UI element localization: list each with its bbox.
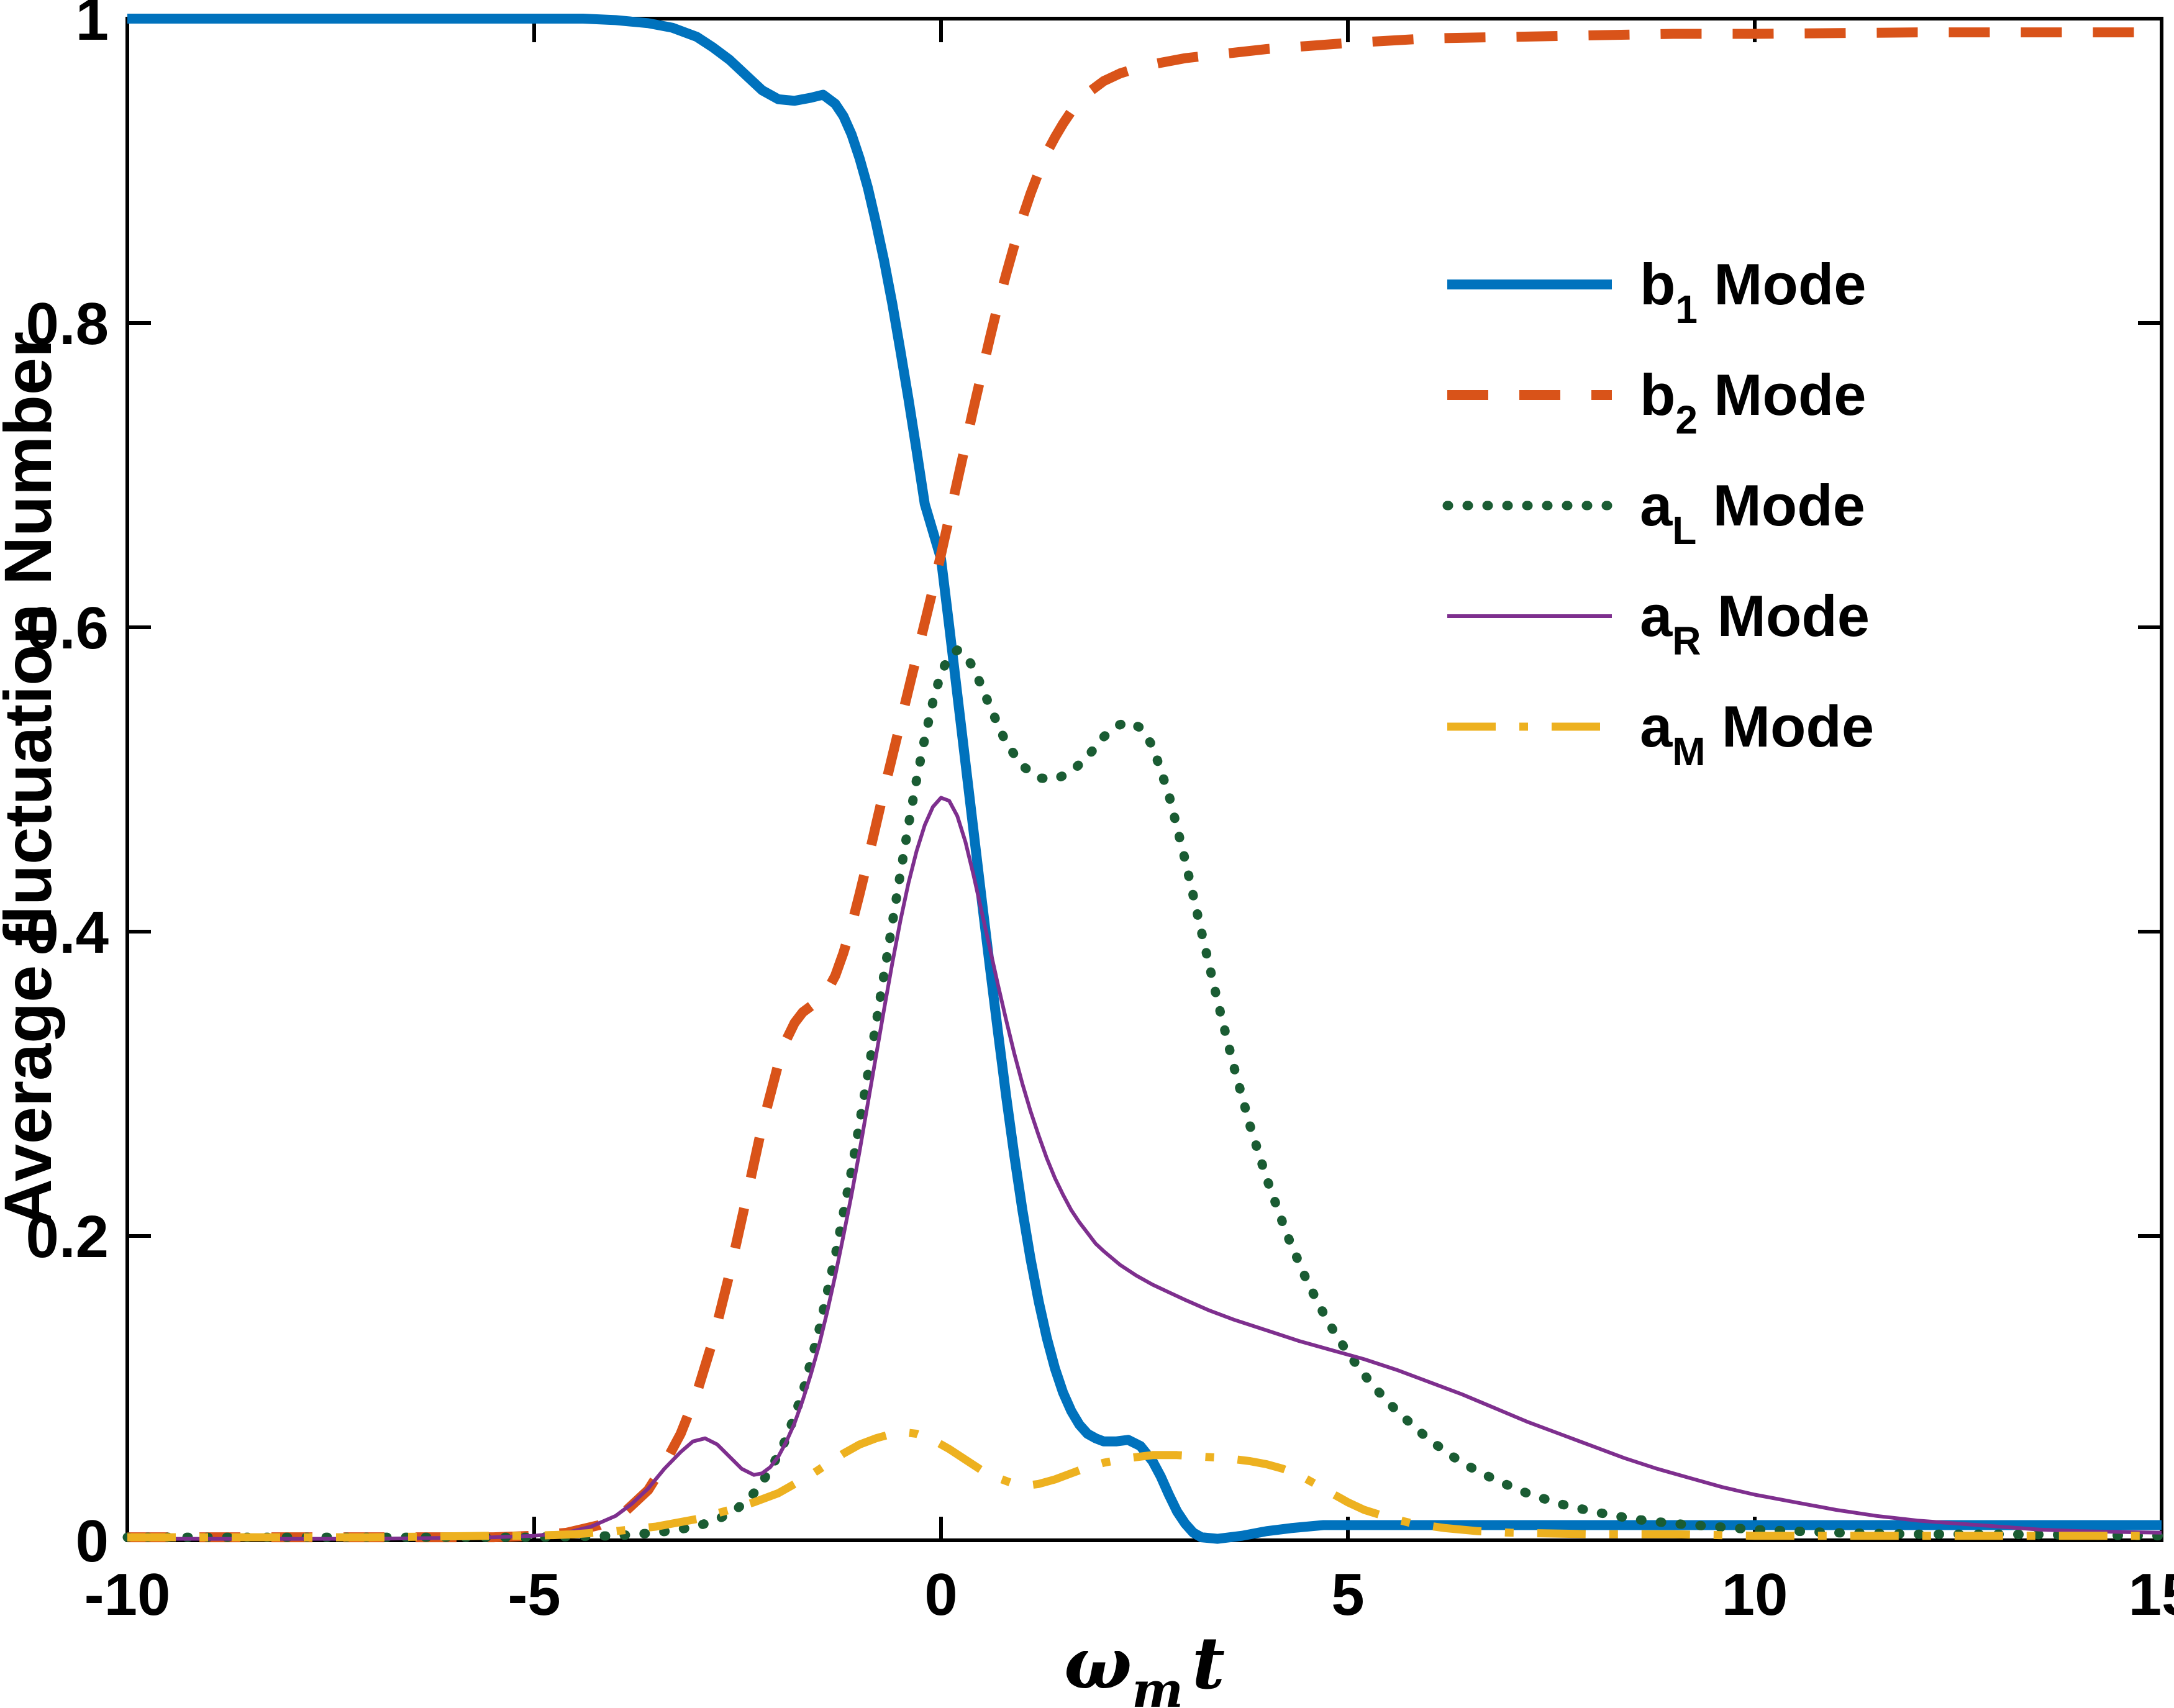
plot-box [125,17,2163,1542]
y-tick-label: 1 [76,0,109,53]
x-tick-label: 10 [1722,1561,1788,1628]
x-tick-label: 0 [924,1561,957,1628]
legend-label-b1-mode: b1 Mode [1640,252,1867,332]
y-axis-label: Average fluctuation Number [0,332,65,1227]
x-tick-label: -5 [507,1561,560,1628]
legend-label-al-mode: aL Mode [1640,473,1865,553]
x-axis-label: ωm t [1064,1622,1225,1708]
series-line-b2-mode [127,27,2162,1543]
series-line-am-mode [127,1428,2162,1542]
legend-label-b2-mode: b2 Mode [1640,362,1867,442]
x-tick-label: 15 [2129,1561,2174,1628]
series-line-b1-mode [127,14,2162,1544]
y-tick-label: 0.2 [26,1204,109,1270]
legend-label-ar-mode: aR Mode [1640,583,1870,663]
y-tick-label: 0.4 [26,899,109,966]
series-line-ar-mode [127,796,2162,1541]
y-tick-label: 0.6 [26,595,109,661]
x-tick-label: -10 [84,1561,171,1628]
y-tick-label: 0.8 [26,291,109,357]
legend-background [1416,245,1981,801]
legend-label-am-mode: aM Mode [1640,694,1874,774]
y-tick-label: 0 [76,1508,109,1574]
x-tick-label: 5 [1331,1561,1364,1628]
